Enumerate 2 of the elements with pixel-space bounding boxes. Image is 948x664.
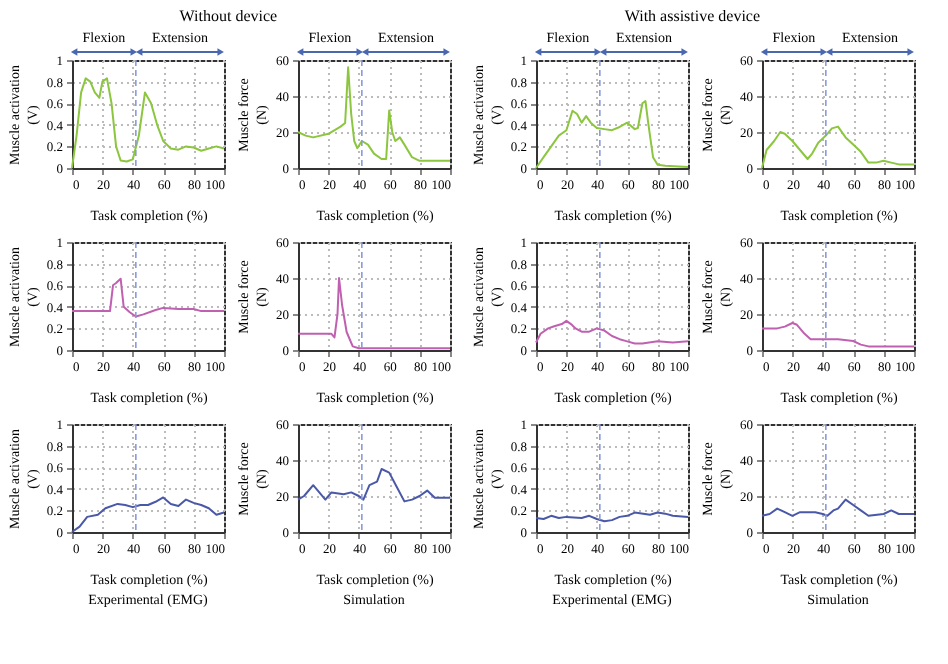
- chart-title: With assistive device: [624, 7, 761, 25]
- chart-title: Without device: [179, 7, 279, 25]
